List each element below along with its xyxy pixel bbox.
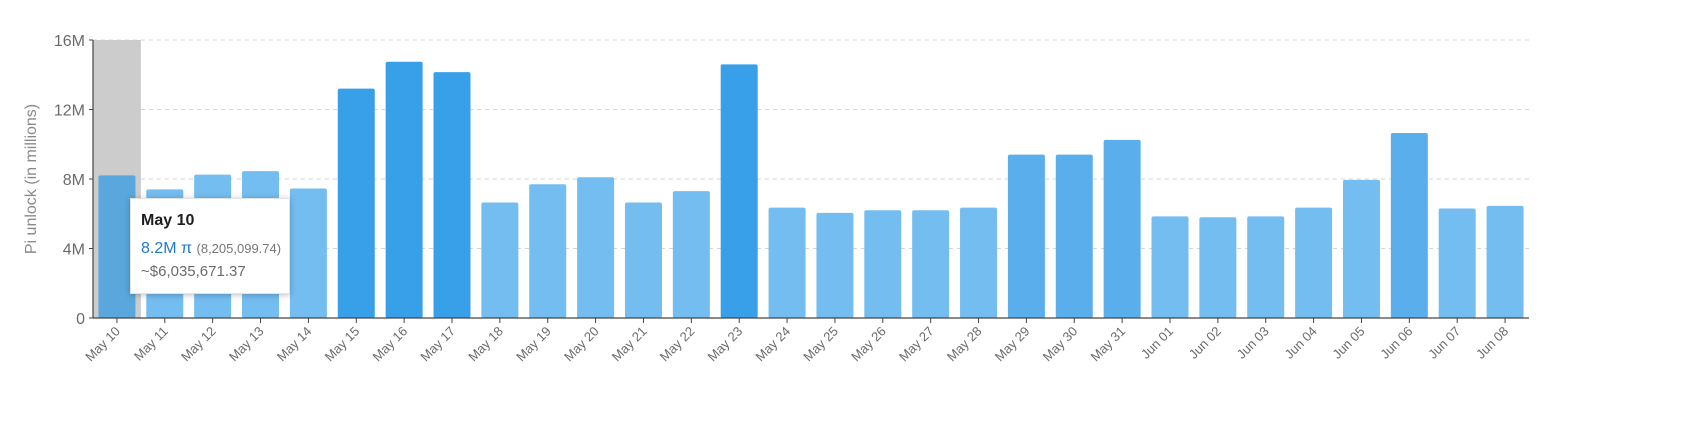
bar[interactable] (1103, 139, 1141, 318)
x-tick-label: May 11 (131, 324, 171, 364)
bar[interactable] (433, 72, 471, 318)
x-tick-label: May 27 (896, 324, 937, 365)
x-tick-label: Jun 01 (1138, 324, 1176, 362)
x-tick-label: Jun 04 (1282, 324, 1320, 362)
bar[interactable] (98, 175, 136, 318)
x-tick-label: May 24 (752, 324, 793, 365)
x-tick-label: May 28 (944, 324, 985, 365)
x-tick-label: May 25 (800, 324, 841, 365)
tooltip-pi-exact: (8,205,099.74) (196, 241, 282, 256)
x-tick-label: May 10 (82, 324, 123, 365)
bar[interactable] (816, 212, 854, 318)
bar[interactable] (1295, 207, 1333, 318)
bar[interactable] (1342, 179, 1380, 318)
bar[interactable] (385, 61, 423, 318)
bar[interactable] (1055, 154, 1093, 318)
bar[interactable] (960, 207, 998, 318)
bar[interactable] (1247, 216, 1285, 318)
tooltip-title: May 10 (141, 212, 195, 229)
x-tick-label: May 13 (226, 324, 267, 365)
x-tick-label: May 26 (848, 324, 889, 365)
tooltip-pi-value: 8.2M π (141, 240, 193, 257)
bar[interactable] (720, 64, 758, 318)
bar[interactable] (768, 207, 806, 318)
bar[interactable] (672, 191, 710, 318)
x-tick-label: Jun 02 (1186, 324, 1224, 362)
y-tick-label: 8M (63, 172, 85, 189)
x-tick-label: May 23 (705, 324, 746, 365)
x-tick-label: May 29 (992, 324, 1033, 365)
y-tick-label: 4M (63, 242, 85, 259)
x-tick-label: May 30 (1040, 324, 1081, 365)
bar[interactable] (1390, 132, 1428, 318)
bar[interactable] (1199, 217, 1237, 318)
x-tick-label: Jun 07 (1425, 324, 1463, 362)
tooltip-pi-row: 8.2M π (8,205,099.74) (141, 239, 289, 259)
x-tick-label: May 21 (609, 324, 650, 365)
bar[interactable] (577, 177, 615, 318)
bar[interactable] (624, 202, 662, 318)
x-tick-label: May 22 (657, 324, 698, 365)
bar[interactable] (1007, 154, 1045, 318)
y-tick-label: 12M (54, 103, 85, 120)
x-tick-labels: May 10 May 11 May 12 May 13 May 14 May 15 May … (82, 318, 1511, 364)
x-tick-label: May 17 (417, 324, 458, 365)
bar[interactable] (864, 210, 902, 318)
x-tick-label: Jun 08 (1473, 324, 1511, 362)
x-tick-label: May 12 (178, 324, 219, 365)
x-tick-label: May 15 (322, 324, 363, 365)
y-tick-labels: 0 4M 8M 12M 16M (54, 33, 93, 328)
bar[interactable] (337, 88, 375, 319)
bar[interactable] (912, 210, 950, 318)
x-tick-label: Jun 03 (1234, 324, 1272, 362)
x-tick-label: May 14 (274, 324, 315, 365)
tooltip-usd-value: ~$6,035,671.37 (141, 263, 246, 280)
bar[interactable] (481, 202, 519, 318)
x-tick-label: May 31 (1087, 324, 1128, 365)
bar[interactable] (1486, 205, 1524, 318)
x-tick-label: May 16 (369, 324, 410, 365)
bar[interactable] (1151, 216, 1189, 318)
x-tick-label: May 19 (513, 324, 554, 365)
y-axis-title: Pi unlock (in millions) (23, 104, 40, 254)
y-tick-label: 0 (76, 311, 85, 328)
bar[interactable] (289, 188, 327, 318)
bar[interactable] (529, 184, 567, 318)
x-tick-label: May 18 (465, 324, 506, 365)
x-tick-label: Jun 05 (1329, 324, 1367, 362)
tooltip: May 10 8.2M π (8,205,099.74) ~$6,035,671… (130, 198, 290, 294)
x-tick-label: May 20 (561, 324, 602, 365)
x-tick-label: Jun 06 (1377, 324, 1415, 362)
y-tick-label: 16M (54, 33, 85, 50)
bar[interactable] (1438, 208, 1476, 318)
